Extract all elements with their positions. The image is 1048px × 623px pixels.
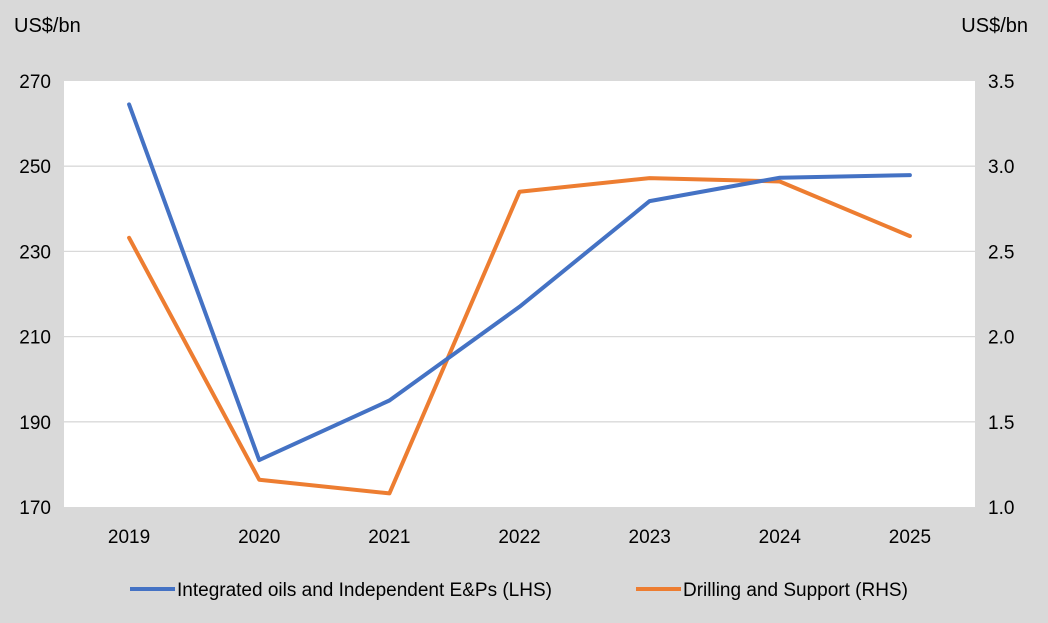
tick-labels: 170 190 210 230 250 270 1.0 1.5 2.0 2.5 3.0 3.5 2019… xyxy=(19,72,1014,548)
left-axis-tick-190: 190 xyxy=(19,413,51,434)
series-lines xyxy=(127,102,912,496)
right-axis-tick-2.0: 2.0 xyxy=(988,328,1014,349)
right-axis-tick-2.5: 2.5 xyxy=(988,242,1014,263)
right-axis-tick-1.0: 1.0 xyxy=(988,498,1014,519)
x-axis-tick-2024: 2024 xyxy=(759,527,802,548)
right-axis-tick-3.0: 3.0 xyxy=(988,157,1014,178)
left-axis-unit-label: US$/bn xyxy=(14,15,81,37)
x-axis-tick-2019: 2019 xyxy=(108,527,150,548)
x-axis-tick-2025: 2025 xyxy=(889,527,931,548)
x-axis-tick-2022: 2022 xyxy=(498,527,540,548)
legend-label-drilling-support: Drilling and Support (RHS) xyxy=(683,580,908,601)
left-axis-tick-270: 270 xyxy=(19,72,51,93)
series-line-drilling-support xyxy=(127,176,912,496)
legend-label-integrated-oils: Integrated oils and Independent E&Ps (LH… xyxy=(177,580,552,601)
legend: Integrated oils and Independent E&Ps (LH… xyxy=(130,580,908,601)
left-axis-tick-170: 170 xyxy=(19,498,51,519)
series-line-integrated-oils xyxy=(127,102,912,463)
left-axis-tick-230: 230 xyxy=(19,242,51,263)
left-axis-tick-210: 210 xyxy=(19,328,51,349)
right-axis-unit-label: US$/bn xyxy=(961,15,1028,37)
left-axis-tick-250: 250 xyxy=(19,157,51,178)
x-axis-tick-2020: 2020 xyxy=(238,527,280,548)
right-axis-tick-1.5: 1.5 xyxy=(988,413,1014,434)
x-axis-tick-2023: 2023 xyxy=(629,527,671,548)
plot-area xyxy=(64,81,975,507)
right-axis-tick-3.5: 3.5 xyxy=(988,72,1014,93)
x-axis-tick-2021: 2021 xyxy=(368,527,410,548)
